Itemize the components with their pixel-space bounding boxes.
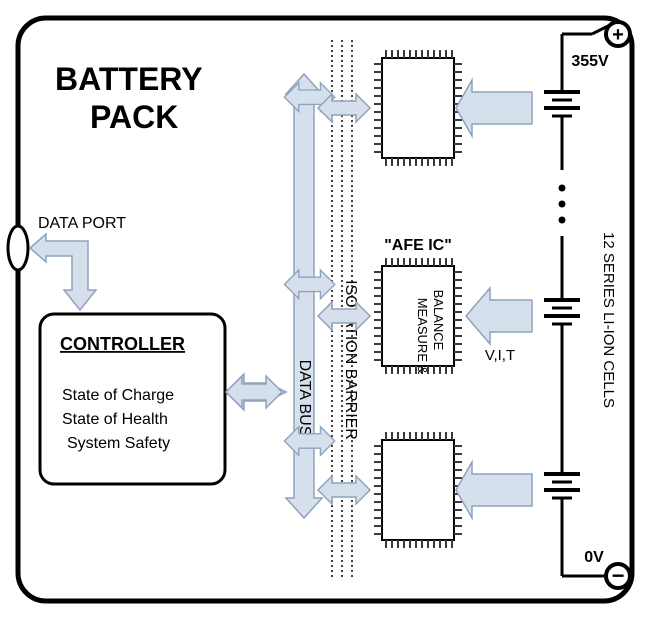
controller-line2: State of Health bbox=[62, 411, 168, 428]
controller-heading: CONTROLLER bbox=[60, 334, 185, 354]
v-bot: 0V bbox=[584, 549, 604, 566]
data-port-connector bbox=[8, 226, 28, 270]
data-port-label: DATA PORT bbox=[38, 215, 126, 232]
plus-label: + bbox=[612, 24, 624, 46]
afe-label: "AFE IC" bbox=[384, 237, 452, 254]
series-cells-label: 12 SERIES LI-ION CELLS bbox=[600, 232, 617, 408]
controller-line1: State of Charge bbox=[62, 387, 174, 404]
minus-label: − bbox=[612, 563, 625, 588]
ic-mid-line2: BALANCE bbox=[431, 290, 446, 351]
vit-label: V,I,T bbox=[485, 347, 515, 364]
controller-line3: System Safety bbox=[67, 435, 170, 452]
ic-mid-line1: MEASURE & bbox=[415, 298, 430, 375]
ic-top bbox=[374, 50, 462, 166]
v-top: 355V bbox=[571, 53, 609, 70]
title-line1: BATTERY bbox=[55, 61, 203, 97]
ic-bot bbox=[374, 432, 462, 548]
ic-mid: MEASURE & BALANCE bbox=[374, 258, 462, 375]
title-line2: PACK bbox=[90, 99, 178, 135]
data-bus-label: DATA BUS bbox=[296, 360, 313, 437]
